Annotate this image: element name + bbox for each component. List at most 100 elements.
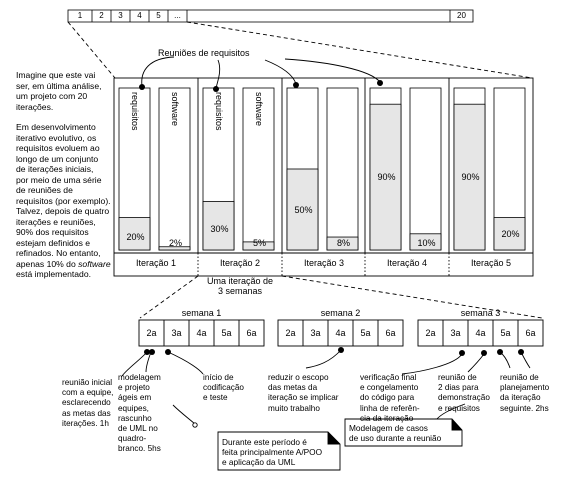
software-pct: 8% [336,238,350,248]
requirements-pct: 20% [126,232,145,243]
requirements-bar [286,168,319,251]
left-text-line: iterativo evolutivo, os [16,132,97,143]
day-cell: 3a [171,328,182,338]
software-bar [326,236,359,251]
left-text-line: iterações. [16,101,54,112]
day-cell: 5a [221,328,232,338]
annotation-line: codificação [203,383,244,393]
iteration-note-line: Uma iteração de [206,276,274,286]
left-text-line: ser, em última análise, [16,80,102,91]
annotation-line: reunião de [438,373,477,382]
annotation-a3: início de codificação e teste [203,373,263,404]
annotation-line: linha de referên- [360,403,420,413]
annotation-line: cia da iteração [360,413,414,423]
left-text-line: requisitos (por exemplo). [16,195,111,206]
left-explanation: Imagine que este vai ser, em última análi… [16,70,116,280]
software-bar [242,241,275,251]
left-text-line: apenas 10% do software [16,258,111,269]
strip-cell-label: 20 [457,11,466,20]
annotation-line: esclarecendo [62,398,111,408]
day-cell: 3a [450,328,461,338]
left-text-line: Em desenvolvimento [16,122,96,132]
bars-group [118,87,526,251]
strip-cell-label: 1 [77,11,83,20]
iteration-label: Iteração 5 [470,258,512,268]
left-text-line: Talvez, depois de quatro [16,206,110,216]
annotation-line: rascunho [118,413,152,423]
strip-cell-label: 2 [99,11,104,20]
requirements-pct: 30% [210,224,229,235]
reunioes-arrows [141,56,381,89]
annotation-line: com a equipe, [62,388,114,398]
note-line: de uso durante a reunião [349,433,442,443]
left-text-line [16,112,116,122]
left-text-line: longo de um conjunto [16,153,99,164]
requirements-bar [202,200,235,251]
week-label: semana 2 [320,308,361,318]
strip-cell-label: 5 [156,11,161,20]
week-boxes [138,319,544,347]
annotation-line: equipes, [118,403,149,413]
left-text-line: está implementado. [16,269,91,279]
iteration-label: Iteração 1 [135,258,177,268]
annotation-a5: verificação final e congelamento do código… [360,373,440,424]
annotation-line: iterações. 1h [62,418,109,428]
bar-outline [326,87,359,251]
left-text-line: iterações e reuniões, [16,216,96,227]
annotation-line: planejamento [500,383,550,393]
annotation-line: seguinte. 2hs [500,403,549,413]
annotation-line: e congelamento [360,383,419,393]
note-line: e aplicação da UML [222,457,296,467]
left-text-line: por meio de uma série [16,174,102,185]
day-cell: 4a [196,328,207,338]
day-cell: 3a [310,328,321,338]
iteration-label: Iteração 3 [303,258,345,268]
annotation-line: modelagem [118,373,161,382]
day-cell: 4a [335,328,346,338]
iteration-note: Uma iteração de 3 semanas [194,276,286,296]
day-cell: 2a [425,328,436,338]
requirements-pct: 90% [377,172,396,183]
day-cell: 5a [360,328,371,338]
day-cell: 2a [146,328,157,338]
annotation-line: quadro- [118,434,147,444]
annotation-a7: reunião de planejamento da iteração seguint… [500,373,566,414]
requirements-pct: 50% [294,204,313,215]
requirements-pct: 90% [461,172,480,183]
left-text-line: refinados. No entanto, [16,248,101,258]
note-usecases: Modelagem de casos de uso durante a reun… [349,423,459,443]
annotation-line: verificação final [360,373,417,382]
note-boxes [217,418,463,471]
iteration-label: Iteração 4 [386,258,428,268]
iterations-frame [113,77,534,277]
left-text-line: estejam definidos e [16,237,91,248]
left-text-line: requisitos evoluem ao [16,143,100,153]
annotation-a4: reduzir o escopo das metas da iteração se … [268,373,356,414]
software-pct: 2% [168,238,182,248]
left-text-line: Imagine que este vai [16,70,96,80]
annotation-line: de UML no [118,424,158,434]
reunioes-title: Reuniões de requisitos [158,48,250,58]
software-bar [409,233,442,251]
annotation-line: do código para [360,393,415,403]
note-line: Durante este período é [222,437,307,447]
annotation-line: reduzir o escopo [268,373,329,382]
requirements-bar [118,217,151,251]
software-label: software [170,92,180,127]
requirements-label: requisitos [130,92,140,131]
week-label: semana 1 [181,308,222,318]
day-cell: 4a [475,328,486,338]
annotation-line: e projeto [118,383,150,393]
annotation-line: branco. 5hs [118,444,161,454]
left-text-line: um projeto com 20 [16,91,88,101]
software-bar [158,246,191,251]
annotation-a2: modelagem e projeto ágeis em equipes, rascun… [118,373,182,455]
annotation-line: reunião de [500,373,539,382]
bar-outline [158,87,191,251]
annotation-line: início de [203,373,234,382]
annotation-line: as metas das [62,408,111,418]
iteration-note-line: 3 semanas [217,286,263,296]
note-oopd: Durante este período é feita principalme… [222,437,340,467]
requirements-label: requisitos [214,92,224,131]
